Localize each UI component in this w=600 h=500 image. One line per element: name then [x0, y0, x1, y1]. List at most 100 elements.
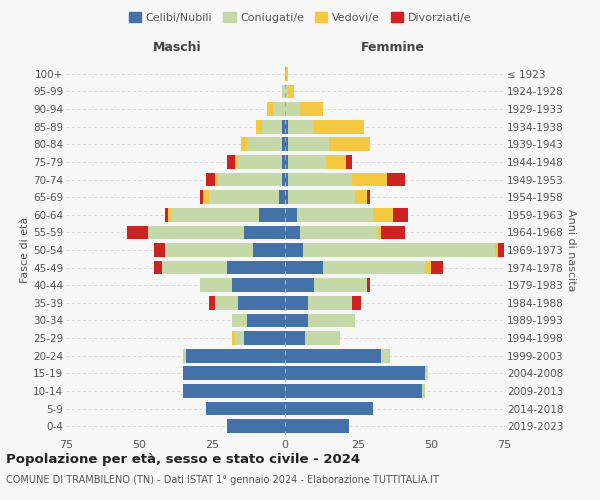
Bar — [285, 155, 288, 169]
Bar — [171, 208, 259, 222]
Bar — [282, 155, 285, 169]
Bar — [282, 138, 285, 151]
Text: Popolazione per età, sesso e stato civile - 2024: Popolazione per età, sesso e stato civil… — [6, 452, 360, 466]
Bar — [285, 208, 296, 222]
Bar — [232, 314, 247, 328]
Bar — [247, 314, 285, 328]
Bar — [209, 296, 215, 310]
Bar — [373, 208, 393, 222]
Bar — [282, 172, 285, 186]
Bar — [200, 190, 203, 204]
Bar — [352, 296, 361, 310]
Bar — [256, 120, 262, 134]
Bar — [127, 226, 148, 239]
Bar — [285, 349, 382, 362]
Bar — [259, 208, 285, 222]
Y-axis label: Anni di nascita: Anni di nascita — [566, 209, 577, 291]
Bar — [285, 84, 288, 98]
Text: Maschi: Maschi — [152, 42, 201, 54]
Bar — [235, 331, 244, 345]
Bar — [285, 420, 349, 433]
Bar — [329, 138, 370, 151]
Text: Femmine: Femmine — [361, 42, 425, 54]
Bar — [215, 296, 238, 310]
Bar — [165, 208, 168, 222]
Bar — [285, 314, 308, 328]
Bar — [268, 102, 274, 116]
Bar — [288, 138, 329, 151]
Bar — [367, 278, 370, 292]
Bar — [235, 155, 238, 169]
Bar — [285, 260, 323, 274]
Bar — [288, 190, 355, 204]
Bar — [247, 138, 282, 151]
Bar — [285, 172, 288, 186]
Bar — [279, 190, 285, 204]
Bar — [285, 102, 299, 116]
Bar — [253, 243, 285, 257]
Bar — [218, 172, 282, 186]
Bar — [288, 155, 326, 169]
Bar — [183, 366, 285, 380]
Bar — [288, 84, 294, 98]
Text: COMUNE DI TRAMBILENO (TN) - Dati ISTAT 1° gennaio 2024 - Elaborazione TUTTITALIA: COMUNE DI TRAMBILENO (TN) - Dati ISTAT 1… — [6, 475, 439, 485]
Bar — [422, 384, 425, 398]
Bar — [425, 260, 431, 274]
Bar — [326, 155, 346, 169]
Bar — [346, 155, 352, 169]
Bar — [285, 331, 305, 345]
Bar — [282, 84, 285, 98]
Bar — [232, 331, 235, 345]
Bar — [186, 349, 285, 362]
Bar — [238, 296, 285, 310]
Bar — [285, 384, 422, 398]
Bar — [232, 278, 285, 292]
Bar — [299, 226, 379, 239]
Bar — [498, 243, 513, 257]
Bar — [262, 120, 282, 134]
Legend: Celibi/Nubili, Coniugati/e, Vedovi/e, Divorziati/e: Celibi/Nubili, Coniugati/e, Vedovi/e, Di… — [124, 8, 476, 28]
Y-axis label: Fasce di età: Fasce di età — [20, 217, 30, 283]
Bar — [285, 138, 288, 151]
Bar — [352, 172, 387, 186]
Bar — [379, 226, 382, 239]
Bar — [382, 349, 390, 362]
Bar — [282, 120, 285, 134]
Bar — [206, 402, 285, 415]
Bar — [238, 155, 282, 169]
Bar — [148, 226, 244, 239]
Bar — [308, 296, 352, 310]
Bar — [227, 420, 285, 433]
Bar — [431, 260, 443, 274]
Bar — [305, 331, 340, 345]
Bar — [244, 226, 285, 239]
Bar — [285, 243, 302, 257]
Bar — [206, 172, 215, 186]
Bar — [274, 102, 285, 116]
Bar — [168, 208, 171, 222]
Bar — [299, 102, 323, 116]
Bar — [285, 67, 288, 80]
Bar — [393, 208, 407, 222]
Bar — [288, 120, 314, 134]
Bar — [285, 402, 373, 415]
Bar — [314, 120, 364, 134]
Bar — [367, 190, 370, 204]
Bar — [285, 296, 308, 310]
Bar — [154, 243, 165, 257]
Bar — [302, 243, 495, 257]
Bar — [215, 172, 218, 186]
Bar — [288, 172, 352, 186]
Bar — [296, 208, 373, 222]
Bar — [200, 278, 232, 292]
Bar — [154, 260, 163, 274]
Bar — [165, 243, 253, 257]
Bar — [285, 366, 425, 380]
Bar — [425, 366, 428, 380]
Bar — [285, 120, 288, 134]
Bar — [209, 190, 279, 204]
Bar — [241, 138, 247, 151]
Bar — [387, 172, 405, 186]
Bar — [308, 314, 355, 328]
Bar — [355, 190, 367, 204]
